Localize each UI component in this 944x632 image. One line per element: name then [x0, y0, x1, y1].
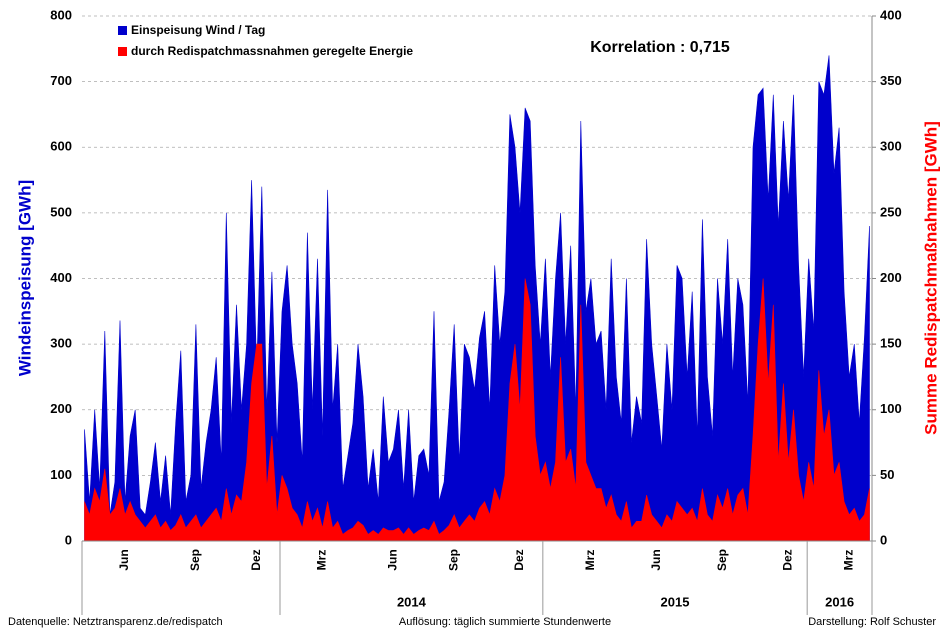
- x-tick-label: Mrz: [841, 550, 855, 571]
- y-tick-label: 600: [50, 139, 72, 154]
- y2-tick-label: 400: [880, 7, 902, 22]
- y2-tick-label: 50: [880, 467, 894, 482]
- legend-swatch: [118, 26, 127, 35]
- y-tick-label: 500: [50, 204, 72, 219]
- y2-tick-label: 0: [880, 532, 887, 547]
- y2-tick-label: 100: [880, 401, 902, 416]
- y-axis-label: Windeinspeisung [GWh]: [15, 180, 34, 376]
- x-tick-label: Mrz: [315, 550, 329, 571]
- x-tick-label: Sep: [446, 549, 460, 571]
- y2-tick-label: 200: [880, 270, 902, 285]
- y-tick-label: 0: [65, 532, 72, 547]
- year-label: 2014: [397, 594, 427, 609]
- legend-box: [112, 20, 492, 64]
- legend-label: durch Redispatchmassnahmen geregelte Ene…: [131, 44, 413, 58]
- year-label: 2015: [661, 594, 690, 609]
- legend-label: Einspeisung Wind / Tag: [131, 23, 265, 37]
- x-tick-label: Dez: [249, 549, 263, 570]
- x-tick-label: Dez: [512, 549, 526, 570]
- y2-axis-label: Summe Redispatchmaßnahmen [GWh]: [921, 121, 940, 435]
- x-tick-label: Dez: [781, 549, 795, 570]
- x-tick-label: Jun: [649, 549, 663, 570]
- footer: Auflösung: täglich summierte Stundenwert…: [399, 616, 611, 628]
- legend-swatch: [118, 47, 127, 56]
- y-tick-label: 700: [50, 73, 72, 88]
- y2-tick-label: 250: [880, 204, 902, 219]
- y2-tick-label: 150: [880, 336, 902, 351]
- area: [84, 278, 870, 542]
- y-tick-label: 300: [50, 336, 72, 351]
- y2-tick-label: 350: [880, 73, 902, 88]
- y-tick-label: 800: [50, 7, 72, 22]
- y-tick-label: 400: [50, 270, 72, 285]
- area: [84, 55, 870, 542]
- x-tick-label: Sep: [188, 549, 202, 571]
- y2-tick-label: 300: [880, 139, 902, 154]
- year-label: 2016: [825, 594, 854, 609]
- y-tick-label: 200: [50, 401, 72, 416]
- y-tick-label: 100: [50, 467, 72, 482]
- x-tick-label: Mrz: [583, 550, 597, 571]
- footer: Datenquelle: Netztransparenz.de/redispat…: [8, 616, 223, 628]
- x-tick-label: Jun: [117, 549, 131, 570]
- footer: Darstellung: Rolf Schuster: [808, 616, 936, 628]
- x-tick-label: Jun: [386, 549, 400, 570]
- annotation: Korrelation : 0,715: [590, 39, 730, 56]
- x-tick-label: Sep: [715, 549, 729, 571]
